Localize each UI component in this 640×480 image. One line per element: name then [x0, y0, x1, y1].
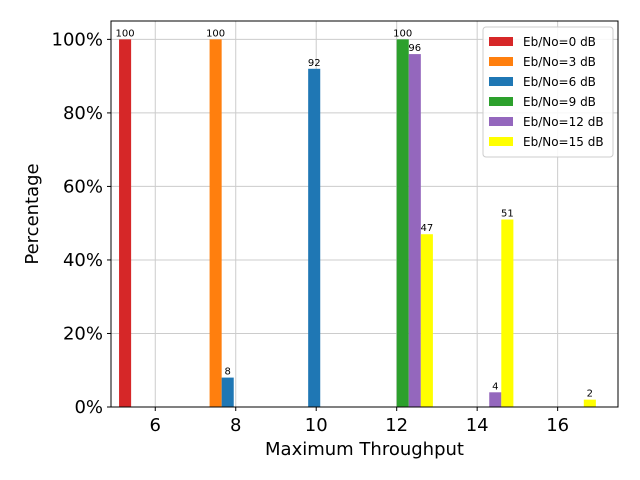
data-labels: 100 100 8 92 100 96 4 47 51 2	[116, 28, 593, 399]
bar	[119, 39, 132, 407]
bar-value-label: 96	[408, 43, 421, 54]
x-tick-label: 16	[546, 415, 569, 436]
bar-value-label: 100	[116, 28, 135, 39]
legend-swatch	[489, 117, 513, 126]
legend-swatch	[489, 37, 513, 46]
bar-value-label: 47	[421, 223, 434, 234]
bar-value-label: 100	[393, 28, 412, 39]
bar	[396, 39, 409, 407]
x-tick-label: 10	[305, 415, 328, 436]
x-tick-label: 12	[385, 415, 408, 436]
legend-swatch	[489, 57, 513, 66]
y-tick-label: 20%	[63, 323, 103, 344]
bars	[119, 39, 596, 408]
legend-label: Eb/No=0 dB	[523, 35, 596, 49]
bar	[408, 54, 421, 407]
bar-value-label: 2	[587, 389, 593, 400]
bar	[420, 234, 433, 407]
legend-label: Eb/No=6 dB	[523, 75, 596, 89]
legend-label: Eb/No=9 dB	[523, 95, 596, 109]
bar	[489, 392, 502, 407]
legend-label: Eb/No=3 dB	[523, 55, 596, 69]
bar-value-label: 92	[308, 58, 321, 69]
bar-value-label: 51	[501, 209, 514, 220]
x-axis: 6 8 10 12 14 16	[150, 407, 569, 436]
y-axis: 0% 20% 40% 60% 80% 100%	[52, 29, 111, 418]
bar	[221, 377, 234, 407]
bar-value-label: 4	[492, 381, 498, 392]
plot-border	[110, 20, 619, 408]
bar	[209, 39, 222, 407]
x-tick-label: 8	[230, 415, 241, 436]
bar	[501, 219, 514, 407]
y-tick-label: 40%	[63, 250, 103, 271]
legend-swatch	[489, 77, 513, 86]
legend-box	[482, 26, 614, 158]
bar	[308, 68, 321, 408]
bar-value-label: 8	[225, 367, 231, 378]
legend-swatch	[489, 97, 513, 106]
legend-label: Eb/No=15 dB	[523, 135, 604, 149]
y-tick-label: 80%	[63, 103, 103, 124]
bar	[583, 399, 596, 407]
bar-value-label: 100	[206, 28, 225, 39]
y-axis-title: Percentage	[22, 163, 43, 264]
x-tick-label: 14	[466, 415, 489, 436]
legend-label: Eb/No=12 dB	[523, 115, 604, 129]
y-tick-label: 60%	[63, 176, 103, 197]
legend: Eb/No=0 dB Eb/No=3 dB Eb/No=6 dB Eb/No=9 dB…	[482, 26, 614, 158]
y-tick-label: 100%	[52, 29, 103, 50]
x-axis-title: Maximum Throughput	[265, 439, 464, 460]
x-tick-label: 6	[150, 415, 161, 436]
legend-swatch	[489, 137, 513, 146]
y-tick-label: 0%	[74, 397, 103, 418]
